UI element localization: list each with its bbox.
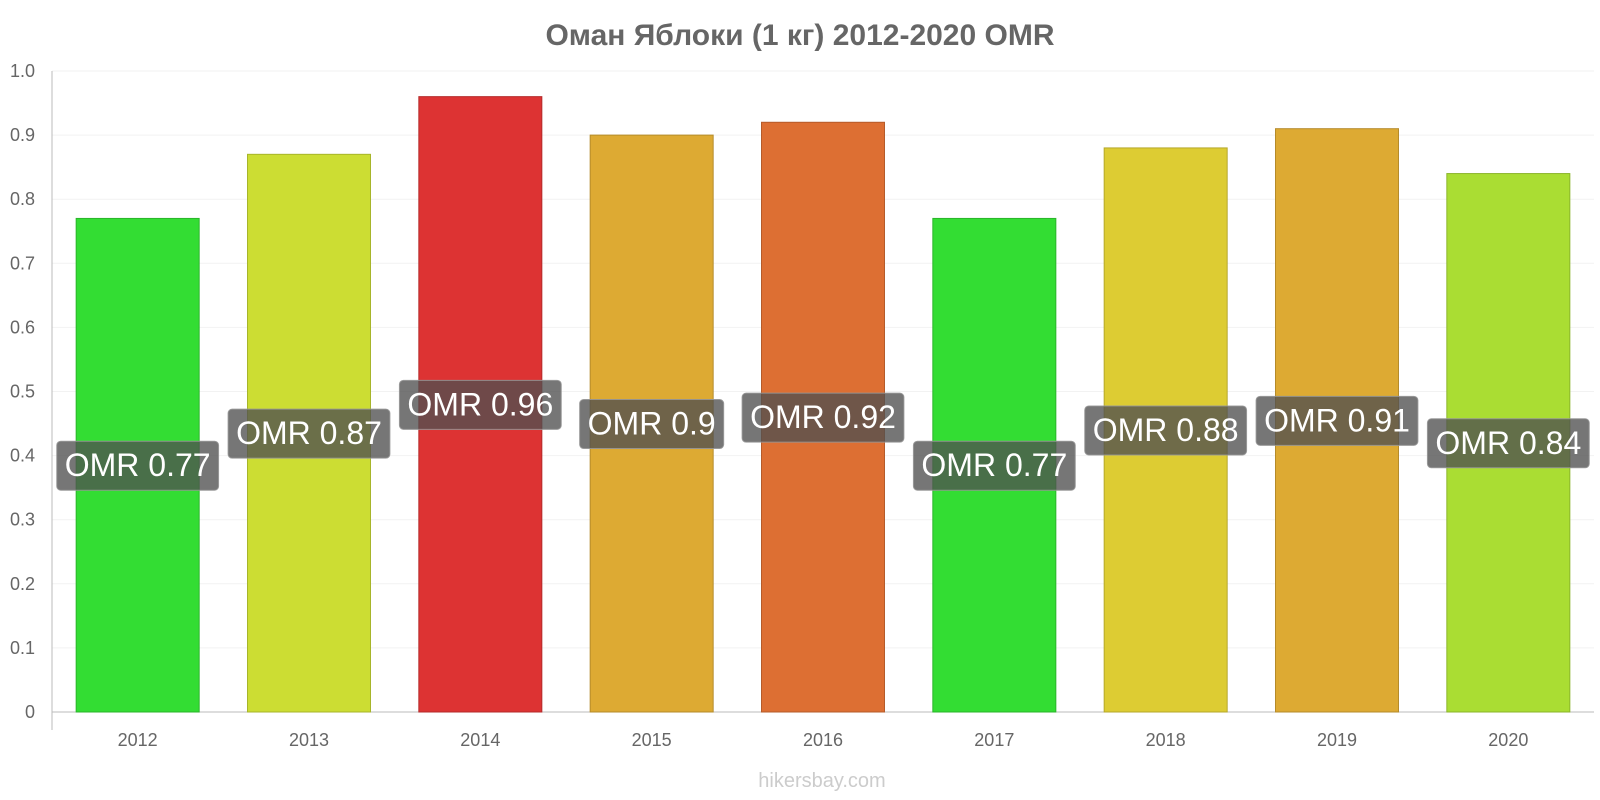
data-label-text: OMR 0.88: [1093, 412, 1239, 448]
y-tick-label: 0.5: [10, 382, 35, 402]
data-label-background: [1084, 405, 1248, 456]
y-tick-label: 0.8: [10, 189, 35, 209]
data-label-background: [227, 408, 391, 459]
chart-title: Оман Яблоки (1 кг) 2012-2020 OMR: [545, 19, 1054, 52]
data-label-text: OMR 0.84: [1435, 425, 1581, 461]
x-tick-label: 2018: [1146, 730, 1186, 750]
data-label-background: [398, 379, 562, 430]
data-label-text: OMR 0.9: [588, 406, 716, 442]
x-tick-label: 2014: [460, 730, 500, 750]
y-tick-label: 0.9: [10, 125, 35, 145]
y-axis-ticks: 0 0.1 0.2 0.3 0.4 0.5 0.6 0.7 0.8 0.9 1.0: [10, 61, 35, 722]
x-tick-label: 2015: [632, 730, 672, 750]
x-tick-label: 2019: [1317, 730, 1357, 750]
data-label-text: OMR 0.87: [236, 415, 382, 451]
data-label-2015: OMR 0.9: [579, 399, 725, 450]
watermark: hikersbay.com: [758, 770, 885, 792]
y-tick-label: 0: [25, 702, 35, 722]
data-label-text: OMR 0.77: [65, 447, 211, 483]
x-tick-label: 2012: [118, 730, 158, 750]
data-label-2013: OMR 0.87: [227, 408, 391, 459]
data-label-2017: OMR 0.77: [912, 440, 1076, 491]
x-tick-label: 2013: [289, 730, 329, 750]
data-label-text: OMR 0.77: [921, 447, 1067, 483]
x-tick-label: 2017: [974, 730, 1014, 750]
data-label-background: [579, 399, 725, 450]
data-label-text: OMR 0.91: [1264, 402, 1410, 438]
y-tick-label: 0.6: [10, 317, 35, 337]
y-tick-label: 0.3: [10, 510, 35, 530]
y-tick-label: 0.2: [10, 574, 35, 594]
x-axis-ticks: 2012 2013 2014 2015 2016 2017 2018 2019 2020: [118, 730, 1529, 750]
y-tick-label: 0.4: [10, 446, 35, 466]
x-tick-label: 2020: [1488, 730, 1528, 750]
data-label-2020: OMR 0.84: [1426, 418, 1590, 469]
y-tick-label: 1.0: [10, 61, 35, 81]
data-label-background: [912, 440, 1076, 491]
data-label-background: [56, 440, 220, 491]
data-label-2016: OMR 0.92: [741, 392, 905, 443]
y-tick-label: 0.7: [10, 253, 35, 273]
data-label-background: [741, 392, 905, 443]
data-label-background: [1255, 395, 1419, 446]
data-label-background: [1426, 418, 1590, 469]
y-tick-label: 0.1: [10, 638, 35, 658]
data-labels: OMR 0.77 OMR 0.87 OMR 0.96 OMR 0.9 OMR 0.92 O…: [56, 379, 1590, 491]
data-label-2014: OMR 0.96: [398, 379, 562, 430]
data-label-2012: OMR 0.77: [56, 440, 220, 491]
x-tick-label: 2016: [803, 730, 843, 750]
data-label-text: OMR 0.96: [407, 386, 553, 422]
data-label-2019: OMR 0.91: [1255, 395, 1419, 446]
data-label-text: OMR 0.92: [750, 399, 896, 435]
data-label-2018: OMR 0.88: [1084, 405, 1248, 456]
